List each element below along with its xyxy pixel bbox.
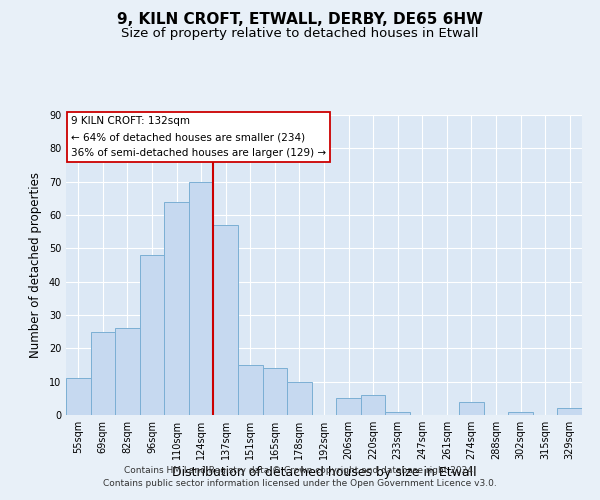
Bar — [66, 378, 91, 415]
Y-axis label: Number of detached properties: Number of detached properties — [29, 172, 42, 358]
Text: 9, KILN CROFT, ETWALL, DERBY, DE65 6HW: 9, KILN CROFT, ETWALL, DERBY, DE65 6HW — [117, 12, 483, 28]
Bar — [214, 225, 238, 415]
Bar — [164, 202, 189, 415]
Bar — [140, 255, 164, 415]
Bar — [459, 402, 484, 415]
Bar — [263, 368, 287, 415]
Bar — [115, 328, 140, 415]
Bar — [385, 412, 410, 415]
Bar — [189, 182, 214, 415]
Bar — [557, 408, 582, 415]
Bar — [336, 398, 361, 415]
Text: 9 KILN CROFT: 132sqm
← 64% of detached houses are smaller (234)
36% of semi-deta: 9 KILN CROFT: 132sqm ← 64% of detached h… — [71, 116, 326, 158]
Bar — [91, 332, 115, 415]
Text: Size of property relative to detached houses in Etwall: Size of property relative to detached ho… — [121, 28, 479, 40]
Bar — [361, 395, 385, 415]
Bar — [238, 365, 263, 415]
X-axis label: Distribution of detached houses by size in Etwall: Distribution of detached houses by size … — [172, 466, 476, 479]
Bar — [508, 412, 533, 415]
Text: Contains HM Land Registry data © Crown copyright and database right 2024.
Contai: Contains HM Land Registry data © Crown c… — [103, 466, 497, 487]
Bar — [287, 382, 312, 415]
